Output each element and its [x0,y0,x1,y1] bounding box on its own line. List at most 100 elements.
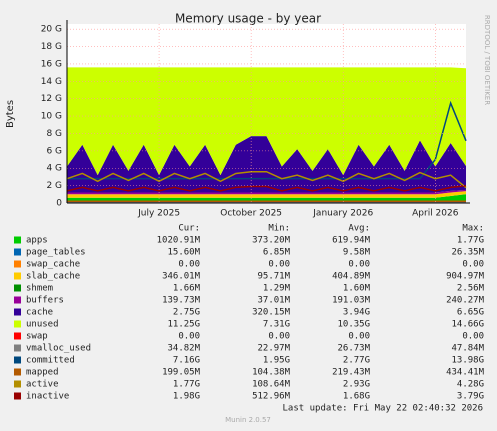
legend-value: 1.77G [173,380,200,390]
legend-value: 4.28G [457,380,484,390]
legend-swatch [14,260,21,268]
legend-value: 0.00 [178,332,200,342]
legend-swatch [14,284,21,292]
legend-value: 404.89M [332,272,371,282]
x-tick-label: January 2026 [312,209,373,219]
legend-swatch [14,356,21,364]
line [66,170,467,189]
y-tick-label: 0 [56,199,62,209]
legend-value: 1.66M [173,284,201,294]
y-tick-label: 8 G [46,129,62,139]
legend-column-header: Max: [462,224,484,234]
legend-swatch [14,308,21,316]
legend-value: 108.64M [252,380,291,390]
area [67,191,466,198]
legend-value: 6.85M [263,248,291,258]
legend-value: 0.00 [268,260,290,270]
legend-value: 14.66G [451,320,484,330]
legend-value: 1.29M [263,284,291,294]
legend-label: unused [26,320,59,330]
chart-title: Memory usage - by year [175,12,321,26]
legend-value: 47.84M [451,344,484,354]
legend-value: 219.43M [332,368,371,378]
legend-value: 104.38M [252,368,291,378]
legend-swatch [14,248,21,256]
legend-swatch [14,368,21,376]
legend-label: active [26,380,59,390]
y-tick-label: 2 G [46,181,62,191]
legend-value: 11.25G [167,320,200,330]
x-tick-label: April 2026 [412,209,459,219]
legend-label: cache [26,308,53,318]
legend-value: 2.77G [343,356,370,366]
y-tick-label: 16 G [41,59,62,69]
legend-value: 7.31G [263,320,290,330]
legend-value: 6.65G [457,308,484,318]
legend-label: swap_cache [26,260,80,270]
legend-label: swap [26,332,48,342]
legend-value: 619.94M [332,236,371,246]
legend-value: 1.98G [173,392,200,402]
legend-label: committed [26,356,75,366]
legend-swatch [14,272,21,280]
legend-value: 139.73M [162,296,201,306]
legend-value: 22.97M [257,344,290,354]
legend-value: 512.96M [252,392,291,402]
legend-label: vmalloc_used [26,344,91,354]
legend-swatch [14,392,21,400]
legend-value: 37.01M [257,296,290,306]
area [67,67,466,176]
legend-label: slab_cache [26,272,80,282]
legend-column-header: Cur: [178,224,200,234]
legend-value: 1.77G [457,236,484,246]
legend-value: 0.00 [348,260,370,270]
legend-label: shmem [26,284,53,294]
y-tick-label: 4 G [46,164,62,174]
legend-value: 26.35M [451,248,484,258]
legend-value: 26.73M [337,344,370,354]
legend-value: 434.41M [446,368,485,378]
legend-value: 0.00 [462,260,484,270]
legend-swatch [14,296,21,304]
last-update: Last update: Fri May 22 02:40:32 2026 [283,404,483,414]
legend-label: buffers [26,296,64,306]
legend-label: inactive [26,392,69,402]
y-tick-label: 12 G [41,94,62,104]
legend-value: 15.60M [167,248,200,258]
legend-column-header: Avg: [348,224,370,234]
x-tick-label: October 2025 [220,209,282,219]
legend-swatch [14,320,21,328]
legend-swatch [14,380,21,388]
legend-value: 34.82M [167,344,200,354]
legend-value: 3.94G [343,308,370,318]
legend-swatch [14,236,21,244]
legend-value: 10.35G [337,320,370,330]
legend-label: apps [26,236,48,246]
legend-value: 1.60M [343,284,371,294]
y-tick-label: 14 G [41,77,62,87]
legend-value: 240.27M [446,296,485,306]
y-tick-label: 10 G [41,112,62,122]
legend-label: mapped [26,368,59,378]
legend-value: 320.15M [252,308,291,318]
legend-value: 0.00 [348,332,370,342]
legend-value: 2.75G [173,308,200,318]
line [66,185,467,192]
legend-value: 1.68G [343,392,370,402]
legend-value: 0.00 [268,332,290,342]
legend-value: 373.20M [252,236,291,246]
legend-swatch [14,344,21,352]
legend-value: 13.98G [451,356,484,366]
legend-value: 199.05M [162,368,201,378]
legend-value: 95.71M [257,272,290,282]
legend-value: 0.00 [178,260,200,270]
legend-value: 2.93G [343,380,370,390]
y-tick-label: 6 G [46,146,62,156]
legend-value: 9.58M [343,248,371,258]
footer: Munin 2.0.57 [225,416,271,424]
legend-value: 1020.91M [157,236,201,246]
legend-column-header: Min: [268,224,290,234]
x-tick-label: July 2025 [137,209,180,219]
legend-swatch [14,332,21,340]
